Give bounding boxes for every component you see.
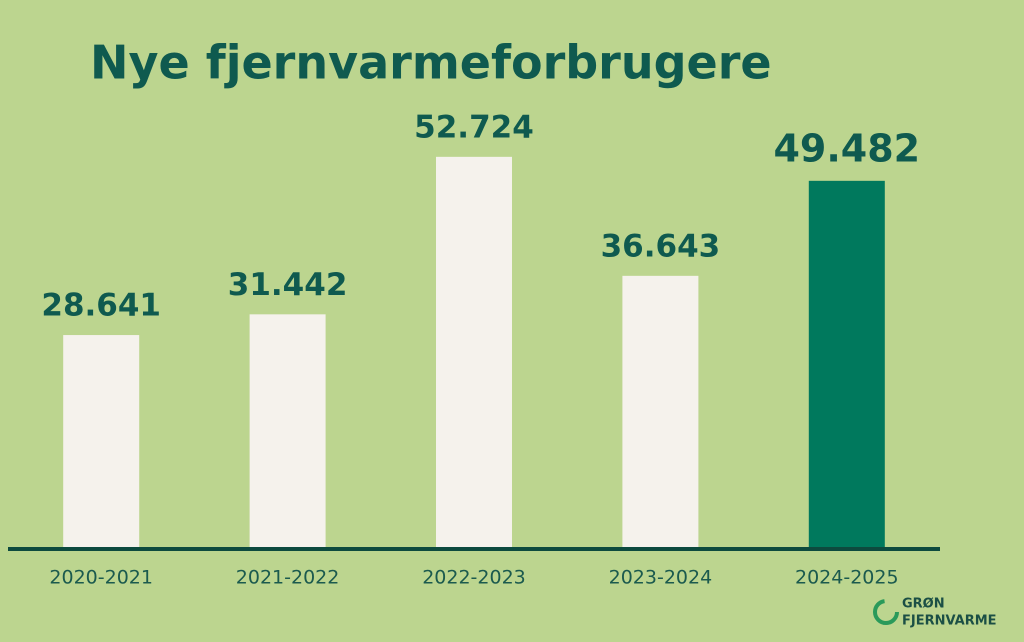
- bar: [63, 335, 140, 547]
- logo-icon: [873, 599, 899, 625]
- logo: GRØN FJERNVARME: [873, 597, 997, 629]
- chart-title: Nye fjernvarmeforbrugere: [90, 36, 772, 90]
- bar: [622, 275, 699, 547]
- logo-text: GRØN: [902, 597, 945, 612]
- value-label: 52.724: [414, 109, 534, 145]
- x-tick-label: 2024-2025: [795, 567, 899, 589]
- value-label: 31.442: [228, 267, 348, 303]
- bar: [249, 314, 326, 547]
- logo-text: FJERNVARME: [902, 614, 997, 629]
- value-label: 49.482: [773, 126, 920, 170]
- value-label: 28.641: [41, 288, 161, 324]
- x-tick-label: 2022-2023: [422, 567, 526, 589]
- x-tick-label: 2023-2024: [609, 567, 713, 589]
- bar: [808, 180, 885, 548]
- bar: [436, 156, 512, 547]
- x-tick-label: 2020-2021: [49, 567, 153, 589]
- value-label: 36.643: [601, 228, 721, 264]
- x-tick-label: 2021-2022: [236, 567, 340, 589]
